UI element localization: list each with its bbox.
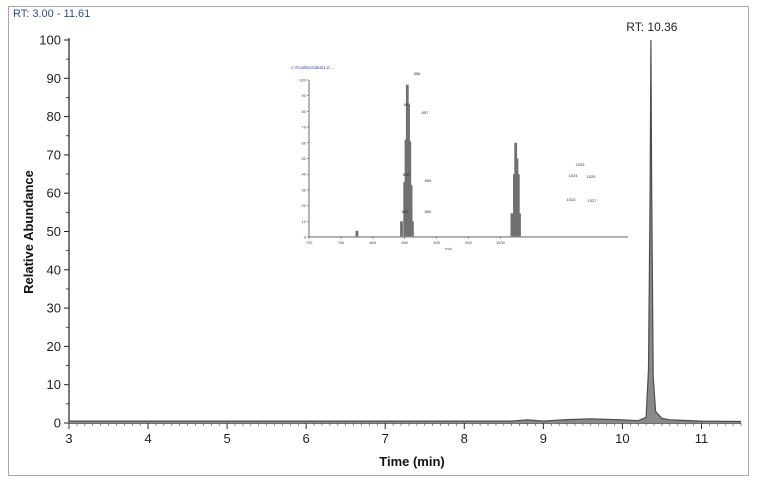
inset-peak-label: 858 — [403, 172, 410, 177]
inset-peak-label: 856 — [414, 71, 421, 76]
y-tick-label: 10 — [47, 377, 61, 392]
y-tick-label: 50 — [47, 224, 61, 239]
chart-frame: RT: 3.00 - 11.61 — [8, 6, 749, 476]
x-tick-label: 6 — [303, 431, 310, 446]
inset-peak-label: 855 — [425, 178, 432, 183]
inset-y-tick-label: 40 — [302, 172, 307, 177]
inset-peak-label: 1023 — [567, 197, 577, 202]
inset-peak-label: 1025 — [576, 162, 586, 167]
inset-peak-label: 859 — [402, 209, 409, 214]
series-line — [69, 39, 742, 423]
y-tick-label: 70 — [47, 147, 61, 162]
inset-y-tick-label: 30 — [302, 187, 307, 192]
inset-y-tick-label: 100 — [299, 78, 306, 83]
inset-peak-bar — [516, 174, 520, 237]
inset-mass-spectrum: c:\Xcalibur\data\1.0... 0 10 20 30 40 50 60 70 80… — [291, 65, 628, 251]
inset-y-tick-label: 20 — [302, 203, 307, 208]
peak-annotation: RT: 10.36 — [626, 20, 677, 34]
inset-peak-bar — [409, 185, 413, 237]
x-tick-label: 7 — [382, 431, 389, 446]
inset-peak-bar — [400, 221, 403, 237]
y-tick-label: 60 — [47, 186, 61, 201]
inset-x-tick-label: 750 — [338, 240, 345, 245]
main-plot: RT: 10.36 — [69, 20, 742, 423]
inset-y-tick-label: 60 — [302, 140, 307, 145]
y-axis-label: Relative Abundance — [21, 170, 36, 294]
x-tick-label: 9 — [540, 431, 547, 446]
x-axis-label: Time (min) — [379, 454, 445, 469]
inset-y-tick-label: 90 — [302, 93, 307, 98]
inset-y-tick-label: 70 — [302, 125, 307, 130]
inset-x-tick-label: 900 — [433, 240, 440, 245]
inset-x-tick-label: 700 — [306, 240, 313, 245]
inset-x-tick-label: 1000 — [496, 240, 506, 245]
inset-x-tick-label: 950 — [465, 240, 472, 245]
inset-x-tick-label: 800 — [369, 240, 376, 245]
inset-peak-label: 1026 — [587, 174, 597, 179]
inset-y-tick-label: 0 — [304, 235, 307, 240]
inset-y-tick-label: 50 — [302, 156, 307, 161]
inset-peak-bar — [411, 221, 414, 237]
inset-peak-label: 860 — [425, 209, 432, 214]
x-tick-label: 10 — [615, 431, 629, 446]
inset-peak-label: 1024 — [569, 173, 579, 178]
y-tick-label: 20 — [47, 339, 61, 354]
x-tick-label: 3 — [65, 431, 72, 446]
inset-y-tick-label: 80 — [302, 109, 307, 114]
rt-range-label: RT: 3.00 - 11.61 — [13, 8, 91, 20]
inset-x-axis-label: m/z — [445, 246, 451, 251]
y-tick-label: 0 — [54, 416, 61, 431]
inset-peak-label: 857 — [422, 110, 429, 115]
y-tick-label: 100 — [39, 33, 61, 48]
inset-peak-label: 854 — [404, 102, 411, 107]
y-tick-label: 30 — [47, 301, 61, 316]
inset-peak-label: 1027 — [588, 198, 598, 203]
inset-y-tick-label: 10 — [302, 219, 307, 224]
inset-peak-bar — [510, 213, 514, 237]
inset-header: c:\Xcalibur\data\1.0... — [291, 65, 333, 70]
inset-peak-bar — [355, 230, 359, 237]
x-tick-label: 5 — [224, 431, 231, 446]
x-tick-label: 4 — [144, 431, 151, 446]
inset-peak-bar — [518, 213, 521, 237]
x-tick-label: 8 — [461, 431, 468, 446]
y-tick-label: 90 — [47, 71, 61, 86]
y-tick-label: 40 — [47, 262, 61, 277]
inset-x-tick-label: 850 — [401, 240, 408, 245]
x-tick-label: 11 — [695, 431, 709, 446]
y-tick-label: 80 — [47, 109, 61, 124]
